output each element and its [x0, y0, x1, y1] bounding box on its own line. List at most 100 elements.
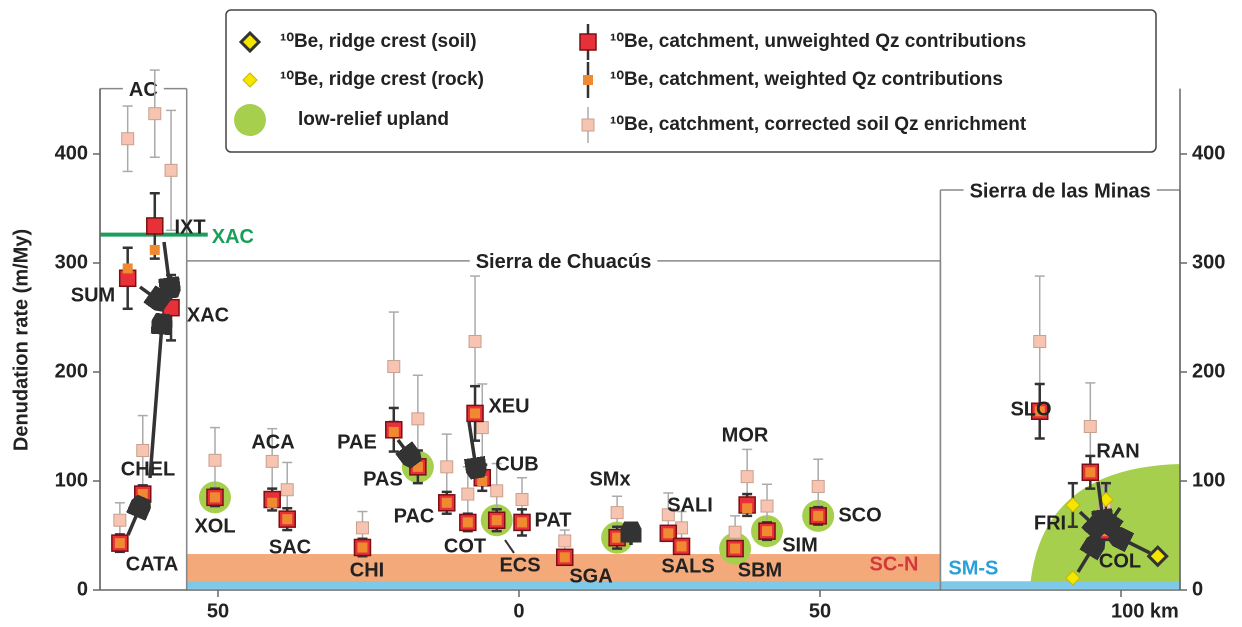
weighted-marker: [517, 517, 528, 528]
ridge-crest-marker: [1065, 570, 1081, 586]
sample-label: COL: [1099, 550, 1141, 572]
sample-label: SBM: [738, 559, 782, 581]
weighted-marker: [813, 510, 824, 521]
sample-label: SALI: [667, 494, 713, 516]
weighted-marker: [612, 532, 623, 543]
weighted-marker: [388, 426, 399, 437]
sample-label: PAE: [337, 431, 377, 453]
weighted-marker: [114, 538, 125, 549]
legend-label: ¹⁰Be, ridge crest (soil): [280, 31, 477, 52]
y-tick-label: 100: [55, 469, 88, 491]
sample-label: PAS: [363, 468, 403, 490]
sample-label: PAT: [534, 509, 571, 531]
corrected-marker: [675, 521, 689, 535]
band-label: SC-N: [870, 553, 919, 575]
x-tick-label: 50: [809, 600, 831, 622]
corrected-marker: [515, 493, 529, 507]
x-tick-label: 50: [207, 600, 229, 622]
leader-line: [504, 539, 515, 554]
y2-tick-label: 0: [1192, 578, 1203, 600]
legend-label: ¹⁰Be, ridge crest (rock): [280, 69, 484, 90]
ridge-crest-marker: [1065, 497, 1081, 513]
sample-label: CATA: [126, 553, 179, 575]
corrected-marker: [468, 334, 482, 348]
weighted-marker: [282, 514, 293, 525]
sample-label: SALS: [661, 555, 714, 577]
sample-label: SAC: [269, 536, 311, 558]
legend-label: low-relief upland: [298, 109, 449, 130]
sample-label: XOL: [194, 515, 235, 537]
weighted-marker: [357, 542, 368, 553]
y-tick-label: 400: [55, 142, 88, 164]
legend-marker: [579, 33, 597, 51]
region-label: Sierra de Chuacús: [476, 251, 652, 273]
corrected-marker: [661, 508, 675, 522]
sample-label: SUM: [71, 284, 115, 306]
sample-label: SIM: [782, 534, 818, 556]
y2-tick-label: 100: [1192, 469, 1225, 491]
legend-marker: [238, 30, 262, 54]
x-tick-label: 100 km: [1111, 600, 1179, 622]
weighted-marker: [1034, 406, 1045, 417]
arrow: [1120, 538, 1151, 555]
legend-marker: [242, 72, 258, 88]
corrected-marker: [280, 483, 294, 497]
weighted-marker: [491, 515, 502, 526]
arrow: [469, 421, 476, 468]
weighted-marker: [663, 528, 674, 539]
legend: ¹⁰Be, ridge crest (soil) ¹⁰Be, ridge cres…: [234, 24, 1027, 143]
band: [186, 581, 1180, 589]
x-tick-label: 0: [513, 600, 524, 622]
y2-tick-label: 200: [1192, 360, 1225, 382]
corrected-marker: [440, 460, 454, 474]
weighted-marker: [441, 497, 452, 508]
region-label-bg: [469, 248, 658, 273]
sample-label: ECS: [499, 554, 540, 576]
corrected-marker: [490, 484, 504, 498]
arrow: [1098, 481, 1103, 520]
corrected-marker: [387, 360, 401, 374]
corrected-marker: [610, 506, 624, 520]
sample-label: SLO: [1010, 398, 1051, 420]
sample-label: SGA: [569, 565, 612, 587]
arrow: [138, 287, 158, 300]
weighted-marker: [412, 461, 423, 472]
sample-label: IXT: [174, 216, 205, 238]
weighted-marker: [477, 476, 488, 486]
weighted-marker: [137, 489, 148, 500]
region-label-bg: [963, 177, 1157, 202]
region-label-bg: [122, 76, 164, 101]
sample-label: SCO: [838, 504, 881, 526]
corrected-marker: [558, 534, 572, 548]
weighted-marker: [470, 408, 481, 419]
regions: SC-N SM-S AC Sierra de Chuacús Sierra de las…: [99, 76, 1181, 590]
annotation: FRI: [1034, 512, 1066, 534]
reference-label: XAC: [212, 226, 254, 248]
weighted-marker: [742, 503, 753, 514]
sample-label: CHI: [350, 559, 384, 581]
corrected-marker: [411, 412, 425, 426]
unweighted-marker: [146, 217, 164, 235]
region-label: AC: [129, 79, 158, 101]
sample-label: CHEL: [121, 458, 175, 480]
corrected-marker: [1083, 420, 1097, 433]
corrected-marker: [728, 525, 742, 539]
weighted-marker: [559, 552, 570, 563]
weighted-marker: [149, 244, 160, 255]
corrected-marker: [475, 421, 489, 435]
legend-marker: [583, 75, 593, 85]
weighted-marker: [462, 517, 473, 528]
legend-label: ¹⁰Be, catchment, corrected soil Qz enric…: [610, 114, 1027, 135]
arrows: [128, 241, 1151, 573]
corrected-marker: [461, 487, 475, 501]
region-label: Sierra de las Minas: [970, 180, 1151, 202]
ridge-crest-marker: [1146, 545, 1169, 568]
corrected-marker: [121, 132, 135, 146]
weighted-marker: [267, 497, 278, 508]
y-tick-label: 0: [77, 578, 88, 600]
weighted-marker: [209, 492, 220, 503]
arrow: [164, 241, 170, 288]
sample-label: RAN: [1096, 440, 1139, 462]
corrected-marker: [1033, 334, 1047, 348]
